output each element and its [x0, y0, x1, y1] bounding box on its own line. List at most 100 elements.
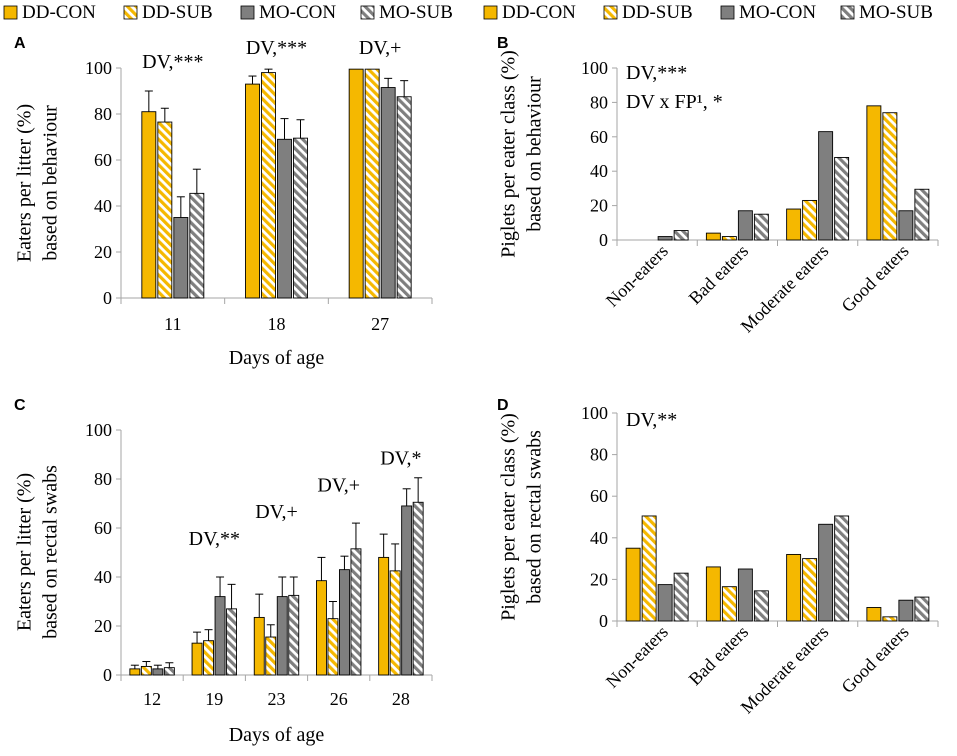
panel-a-ytick-label: 60: [94, 150, 112, 170]
panel-d-ylabel: based on rectal swabs: [524, 430, 546, 604]
legend-item-dd-con-right: DD-CON: [483, 2, 576, 23]
panel-c-ytick-label: 60: [94, 518, 112, 538]
panel-c-bar-mo-con: [339, 569, 350, 676]
panel-a-ylabel: based on behaviour: [40, 105, 62, 261]
legend-item-dd-con: DD-CON: [3, 2, 96, 23]
panel-d-ytick-label: 40: [590, 528, 608, 548]
panel-d-bar-dd-con: [786, 553, 802, 622]
panel-c-bar-mo-con: [214, 596, 226, 676]
legend-label-dd-con: DD-CON: [22, 2, 96, 23]
panel-c-xlabel: Days of age: [229, 724, 325, 746]
panel-a-bar-dd-sub: [157, 121, 173, 299]
panel-d-xtick-label: Good eaters: [837, 622, 912, 697]
panel-a-significance-label: DV,+: [359, 37, 402, 59]
panel-b-xtick-label: Good eaters: [837, 241, 912, 316]
panel-d-bar-mo-sub: [834, 515, 850, 622]
panel-b-bar-mo-sub: [753, 213, 769, 241]
panel-b-ytick-label: 60: [590, 127, 608, 147]
panel-c-letter: C: [14, 397, 26, 414]
legend-label-dd-sub-right: DD-SUB: [622, 2, 693, 23]
panel-d-bar-dd-sub: [641, 515, 657, 622]
panel-c-ytick-label: 20: [94, 616, 112, 636]
panel-c-ytick-label: 40: [94, 567, 112, 587]
panel-a-bar-dd-sub: [364, 68, 380, 299]
panel-b-xtick-label: Bad eaters: [685, 241, 753, 309]
panel-b-ytick-label: 40: [590, 161, 608, 181]
panel-a-significance-label: DV,***: [246, 37, 307, 59]
panel-d-bar-mo-con: [657, 584, 673, 622]
panel-c-bar-mo-sub: [412, 501, 424, 676]
panel-a-ytick-label: 40: [94, 196, 112, 216]
panel-b-ytick-label: 80: [590, 92, 608, 112]
legend-label-dd-con-right: DD-CON: [502, 2, 576, 23]
panel-b-bar-mo-sub: [914, 188, 930, 241]
panel-d-bar-mo-con: [898, 599, 914, 622]
panel-c-bar-mo-sub: [226, 608, 238, 676]
panel-d-bar-mo-con: [737, 568, 753, 622]
panel-c-significance-label: DV,+: [317, 474, 360, 496]
legend-left: DD-CON DD-SUB MO-CON MO-SUB: [3, 2, 453, 23]
panel-c-bar-mo-sub: [350, 548, 362, 676]
legend-item-dd-sub-right: DD-SUB: [603, 2, 693, 23]
panel-c-bar-mo-sub: [163, 667, 175, 676]
panel-d-ytick-label: 0: [599, 611, 608, 631]
panel-b-bar-dd-sub: [721, 236, 737, 241]
panel-b-significance-label: DV,***: [626, 62, 687, 84]
panel-c-chart: C 0 20 40 60 80 100 12 19 23 26 28 DV,** DV,+ DV,+ DV,…: [14, 397, 433, 746]
panel-b-letter: B: [497, 35, 509, 52]
panel-a-significance-label: DV,***: [142, 51, 203, 73]
panel-c-bar-dd-sub: [140, 665, 152, 676]
panel-a-xlabel: Days of age: [229, 347, 325, 369]
panel-c-bar-dd-sub: [327, 618, 339, 676]
panel-b-bar-mo-con: [898, 210, 914, 241]
legend-label-mo-sub-right: MO-SUB: [859, 2, 933, 23]
panel-a-xtick-label: 27: [371, 314, 389, 334]
panel-a-bar-dd-con: [245, 83, 260, 299]
panel-d-bar-dd-sub: [802, 558, 818, 622]
panel-a-ytick-label: 80: [94, 104, 112, 124]
panel-d-bar-dd-con: [866, 607, 882, 622]
panel-a-bar-dd-sub: [261, 72, 276, 299]
panel-c-significance-label: DV,+: [255, 501, 298, 523]
panel-a-letter: A: [14, 35, 26, 52]
panel-d-bar-dd-con: [705, 566, 721, 622]
panel-c-xtick-label: 23: [268, 689, 286, 709]
panel-d-xtick-label: Non-eaters: [602, 622, 672, 692]
panel-b-bar-mo-con: [737, 210, 753, 241]
panel-d-ytick-label: 80: [590, 445, 608, 465]
panel-c-bar-dd-con: [129, 668, 141, 676]
legend-item-mo-sub-right: MO-SUB: [840, 2, 933, 23]
panel-a-bar-mo-con: [277, 138, 292, 299]
panel-d-letter: D: [497, 397, 509, 414]
panel-d-bar-dd-con: [625, 547, 641, 622]
panel-b-ylabel: based on behaviour: [524, 76, 546, 232]
panel-c-xtick-label: 28: [392, 689, 410, 709]
panel-b-xtick-label: Non-eaters: [602, 241, 672, 311]
panel-c-significance-label: DV,**: [189, 528, 240, 550]
legend-right: DD-CON DD-SUB MO-CON MO-SUB: [483, 2, 933, 23]
panel-c-ytick-label: 100: [85, 420, 112, 440]
panel-b-bar-mo-sub: [673, 230, 689, 241]
panel-a-ytick-label: 0: [103, 288, 112, 308]
panel-a-chart: A 0 20 40 60 80 100 11 18 27 DV,*** DV,*** DV,+ Eate…: [14, 35, 433, 369]
panel-a-ytick-label: 20: [94, 242, 112, 262]
panel-b-bar-dd-con: [705, 232, 721, 241]
legend-item-mo-sub: MO-SUB: [360, 2, 453, 23]
panel-c-bar-dd-sub: [389, 570, 401, 676]
panel-c-ytick-label: 80: [94, 469, 112, 489]
panel-c-ylabel: Eaters per litter (%): [14, 473, 36, 631]
panel-d-bar-mo-con: [818, 523, 834, 622]
panel-c-significance-label: DV,*: [380, 447, 421, 469]
panel-c-bar-dd-sub: [203, 640, 215, 676]
panel-c-ylabel: based on rectal swabs: [40, 465, 62, 639]
panel-c-bar-dd-con: [191, 642, 203, 676]
panel-a-bar-mo-sub: [396, 96, 412, 299]
panel-c-bar-dd-con: [378, 556, 390, 676]
panel-a-bar-mo-con: [173, 217, 189, 299]
panel-a-xtick-label: 18: [268, 314, 286, 334]
panel-b-ytick-label: 0: [599, 230, 608, 250]
panel-a-bar-mo-sub: [189, 192, 205, 299]
